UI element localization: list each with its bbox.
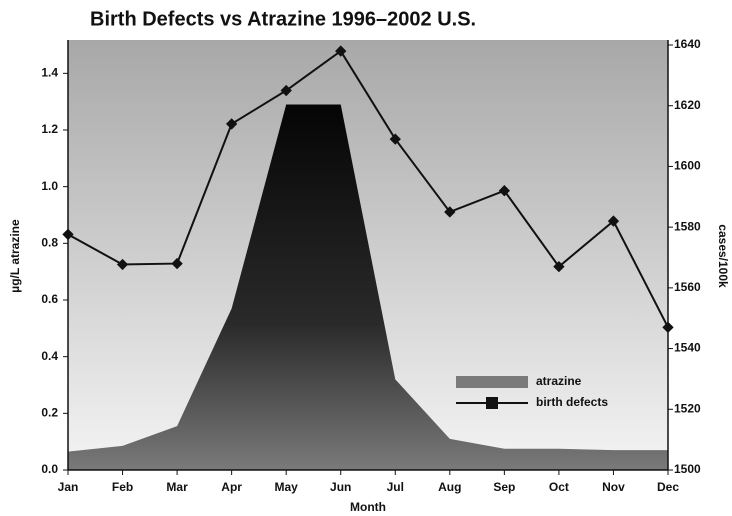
y-tick-label: 1.2 [41, 122, 58, 136]
marker [553, 260, 565, 273]
y-tick-label: 1.4 [41, 66, 58, 80]
y2-tick-label: 1520 [674, 401, 701, 415]
legend-swatch [456, 376, 528, 388]
x-tick-label: Jun [330, 480, 351, 494]
y2-tick-label: 1620 [674, 98, 701, 112]
y-tick-label: 0.8 [41, 236, 58, 250]
x-tick-label: Feb [112, 480, 133, 494]
y-axis-label: µg/L atrazine [8, 219, 22, 293]
marker [607, 215, 620, 227]
y-tick-label: 0.2 [41, 406, 58, 420]
x-tick-label: Dec [657, 480, 679, 494]
y2-tick-label: 1600 [674, 159, 701, 173]
line [67, 49, 669, 328]
legend-label: birth defects [536, 395, 608, 409]
y-tick-label: 0.4 [41, 349, 58, 363]
marker [498, 185, 511, 197]
x-tick-label: Mar [166, 480, 188, 494]
marker [389, 133, 401, 145]
x-tick-label: Sep [493, 480, 515, 494]
x-tick-label: Jul [387, 480, 404, 494]
y2-tick-label: 1640 [674, 37, 701, 51]
y2-tick-label: 1500 [674, 462, 701, 476]
chart-title: Birth Defects vs Atrazine 1996–2002 U.S. [90, 8, 476, 30]
y-tick-label: 0.0 [41, 462, 58, 476]
area [68, 104, 668, 470]
marker [335, 45, 347, 57]
marker [444, 206, 456, 218]
y2-tick-label: 1560 [674, 280, 701, 294]
y2-tick-label: 1580 [674, 219, 701, 233]
y-tick-label: 0.6 [41, 292, 58, 306]
x-tick-label: Nov [602, 480, 625, 494]
marker [171, 257, 183, 270]
legend-swatch [486, 397, 498, 409]
y2-axis-label: cases/100k [716, 224, 730, 288]
x-tick-label: Oct [549, 480, 569, 494]
y2-tick-label: 1540 [674, 341, 701, 355]
legend-label: atrazine [536, 374, 582, 388]
x-tick-label: Jan [58, 480, 79, 494]
x-tick-label: May [275, 480, 299, 494]
x-tick-label: Aug [438, 480, 461, 494]
y-tick-label: 1.0 [41, 179, 58, 193]
x-axis-label: Month [350, 500, 386, 514]
x-tick-label: Apr [221, 480, 242, 494]
